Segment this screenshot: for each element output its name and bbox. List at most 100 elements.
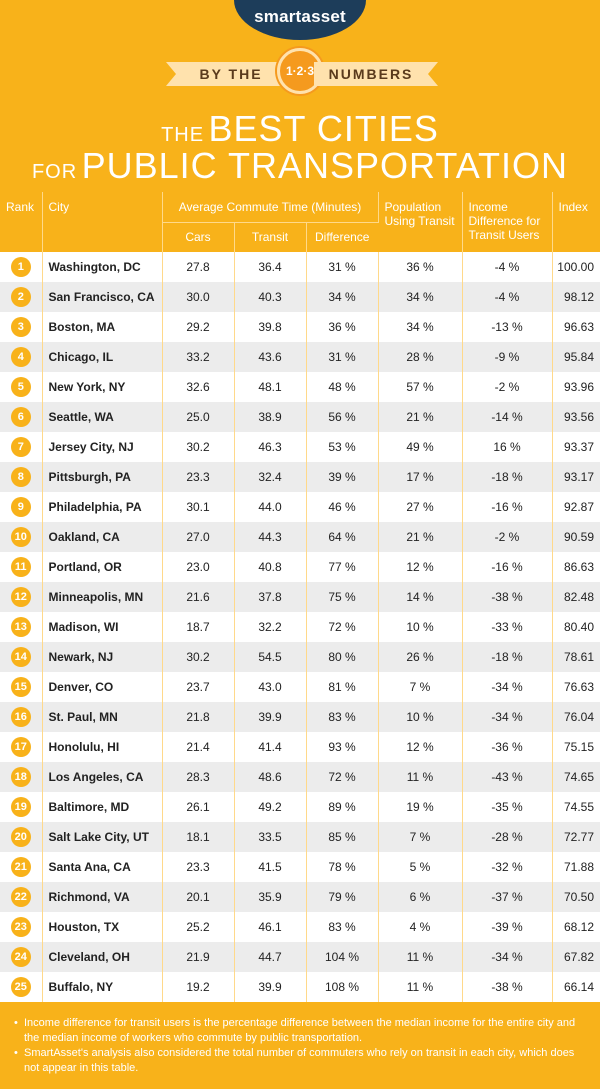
header-index: Index: [552, 192, 600, 252]
by-the-numbers-banner: BY THE 1·2·3 NUMBERS: [0, 48, 600, 98]
title-for: FOR: [31, 161, 78, 183]
cars-cell: 23.3: [162, 462, 235, 492]
difference-cell: 72 %: [306, 612, 379, 642]
city-cell: Jersey City, NJ: [42, 432, 163, 462]
transit-cell: 32.2: [234, 612, 307, 642]
difference-cell: 77 %: [306, 552, 379, 582]
table-row: 24 Cleveland, OH 21.9 44.7 104 % 11 % -34 % 67.…: [0, 942, 600, 972]
income-difference-cell: -18 %: [462, 462, 553, 492]
cars-cell: 30.2: [162, 642, 235, 672]
index-cell: 76.04: [563, 710, 594, 724]
difference-cell: 72 %: [306, 762, 379, 792]
city-cell: Madison, WI: [42, 612, 163, 642]
population-cell: 10 %: [378, 702, 463, 732]
income-difference-cell: -43 %: [462, 762, 553, 792]
income-difference-cell: -4 %: [462, 282, 553, 312]
transit-cell: 43.0: [234, 672, 307, 702]
index-cell: 68.12: [563, 920, 594, 934]
cars-cell: 23.0: [162, 552, 235, 582]
table-row: 9 Philadelphia, PA 30.1 44.0 46 % 27 % -16 % 92…: [0, 492, 600, 522]
brand-tab: smartasset: [234, 0, 366, 40]
cars-cell: 21.4: [162, 732, 235, 762]
cars-cell: 29.2: [162, 312, 235, 342]
header-difference: Difference: [306, 221, 378, 252]
difference-cell: 64 %: [306, 522, 379, 552]
difference-cell: 46 %: [306, 492, 379, 522]
table-row: 15 Denver, CO 23.7 43.0 81 % 7 % -34 % 76.63: [0, 672, 600, 702]
cars-cell: 21.9: [162, 942, 235, 972]
city-cell: St. Paul, MN: [42, 702, 163, 732]
income-difference-cell: -16 %: [462, 492, 553, 522]
income-difference-cell: -37 %: [462, 882, 553, 912]
rank-badge: 19: [10, 797, 31, 817]
rank-badge: 4: [10, 347, 31, 367]
city-cell: Denver, CO: [42, 672, 163, 702]
rank-badge: 9: [10, 497, 31, 517]
population-cell: 27 %: [378, 492, 463, 522]
difference-cell: 75 %: [306, 582, 379, 612]
footnote-methodology: SmartAsset's analysis also considered th…: [14, 1046, 588, 1076]
population-cell: 34 %: [378, 282, 463, 312]
index-cell: 92.87: [563, 500, 594, 514]
cars-cell: 25.0: [162, 402, 235, 432]
difference-cell: 89 %: [306, 792, 379, 822]
cars-cell: 23.7: [162, 672, 235, 702]
index-cell: 93.56: [563, 410, 594, 424]
income-difference-cell: -9 %: [462, 342, 553, 372]
rank-badge: 5: [10, 377, 31, 397]
table-row: 25 Buffalo, NY 19.2 39.9 108 % 11 % -38 % 66.14: [0, 972, 600, 1002]
population-cell: 21 %: [378, 402, 463, 432]
table-row: 19 Baltimore, MD 26.1 49.2 89 % 19 % -35 % 74.5…: [0, 792, 600, 822]
cars-cell: 21.6: [162, 582, 235, 612]
income-difference-cell: 16 %: [462, 432, 553, 462]
income-difference-cell: -34 %: [462, 702, 553, 732]
title-public-transportation: PUBLIC TRANSPORTATION: [81, 145, 569, 186]
income-difference-cell: -34 %: [462, 672, 553, 702]
rank-cell: 2: [0, 282, 43, 312]
city-cell: Houston, TX: [42, 912, 163, 942]
income-difference-cell: -35 %: [462, 792, 553, 822]
footnotes: Income difference for transit users is t…: [0, 1009, 600, 1076]
income-difference-cell: -2 %: [462, 522, 553, 552]
population-cell: 28 %: [378, 342, 463, 372]
city-cell: Oakland, CA: [42, 522, 163, 552]
difference-cell: 31 %: [306, 252, 379, 282]
difference-cell: 108 %: [306, 972, 379, 1002]
brand-logo: smartasset: [254, 7, 346, 26]
income-difference-cell: -38 %: [462, 582, 553, 612]
rank-cell: 16: [0, 702, 43, 732]
city-cell: Baltimore, MD: [42, 792, 163, 822]
transit-cell: 39.9: [234, 702, 307, 732]
cars-cell: 30.2: [162, 432, 235, 462]
cars-cell: 26.1: [162, 792, 235, 822]
header-average-commute: Average Commute Time (Minutes): [162, 192, 379, 222]
city-cell: Minneapolis, MN: [42, 582, 163, 612]
index-cell: 93.37: [563, 440, 594, 454]
table-row: 16 St. Paul, MN 21.8 39.9 83 % 10 % -34 % 76.04: [0, 702, 600, 732]
transit-cell: 46.3: [234, 432, 307, 462]
rank-cell: 12: [0, 582, 43, 612]
rank-cell: 25: [0, 972, 43, 1002]
rank-badge: 24: [10, 947, 31, 967]
rank-cell: 24: [0, 942, 43, 972]
rank-badge: 18: [10, 767, 31, 787]
title-the: THE: [161, 124, 205, 146]
rank-cell: 3: [0, 312, 43, 342]
ribbon-numbers: NUMBERS: [314, 62, 438, 86]
rank-cell: 19: [0, 792, 43, 822]
income-difference-cell: -14 %: [462, 402, 553, 432]
difference-cell: 93 %: [306, 732, 379, 762]
population-cell: 11 %: [378, 942, 463, 972]
cars-cell: 27.0: [162, 522, 235, 552]
income-difference-cell: -39 %: [462, 912, 553, 942]
income-difference-cell: -2 %: [462, 372, 553, 402]
index-cell: 95.84: [563, 350, 594, 364]
city-cell: Portland, OR: [42, 552, 163, 582]
header-cars: Cars: [162, 221, 235, 252]
difference-cell: 85 %: [306, 822, 379, 852]
table-body: 1 Washington, DC 27.8 36.4 31 % 36 % -4 % 100.0…: [0, 252, 600, 1002]
index-cell: 75.15: [563, 740, 594, 754]
table-row: 17 Honolulu, HI 21.4 41.4 93 % 12 % -36 % 75.15: [0, 732, 600, 762]
rank-badge: 1: [10, 257, 31, 277]
